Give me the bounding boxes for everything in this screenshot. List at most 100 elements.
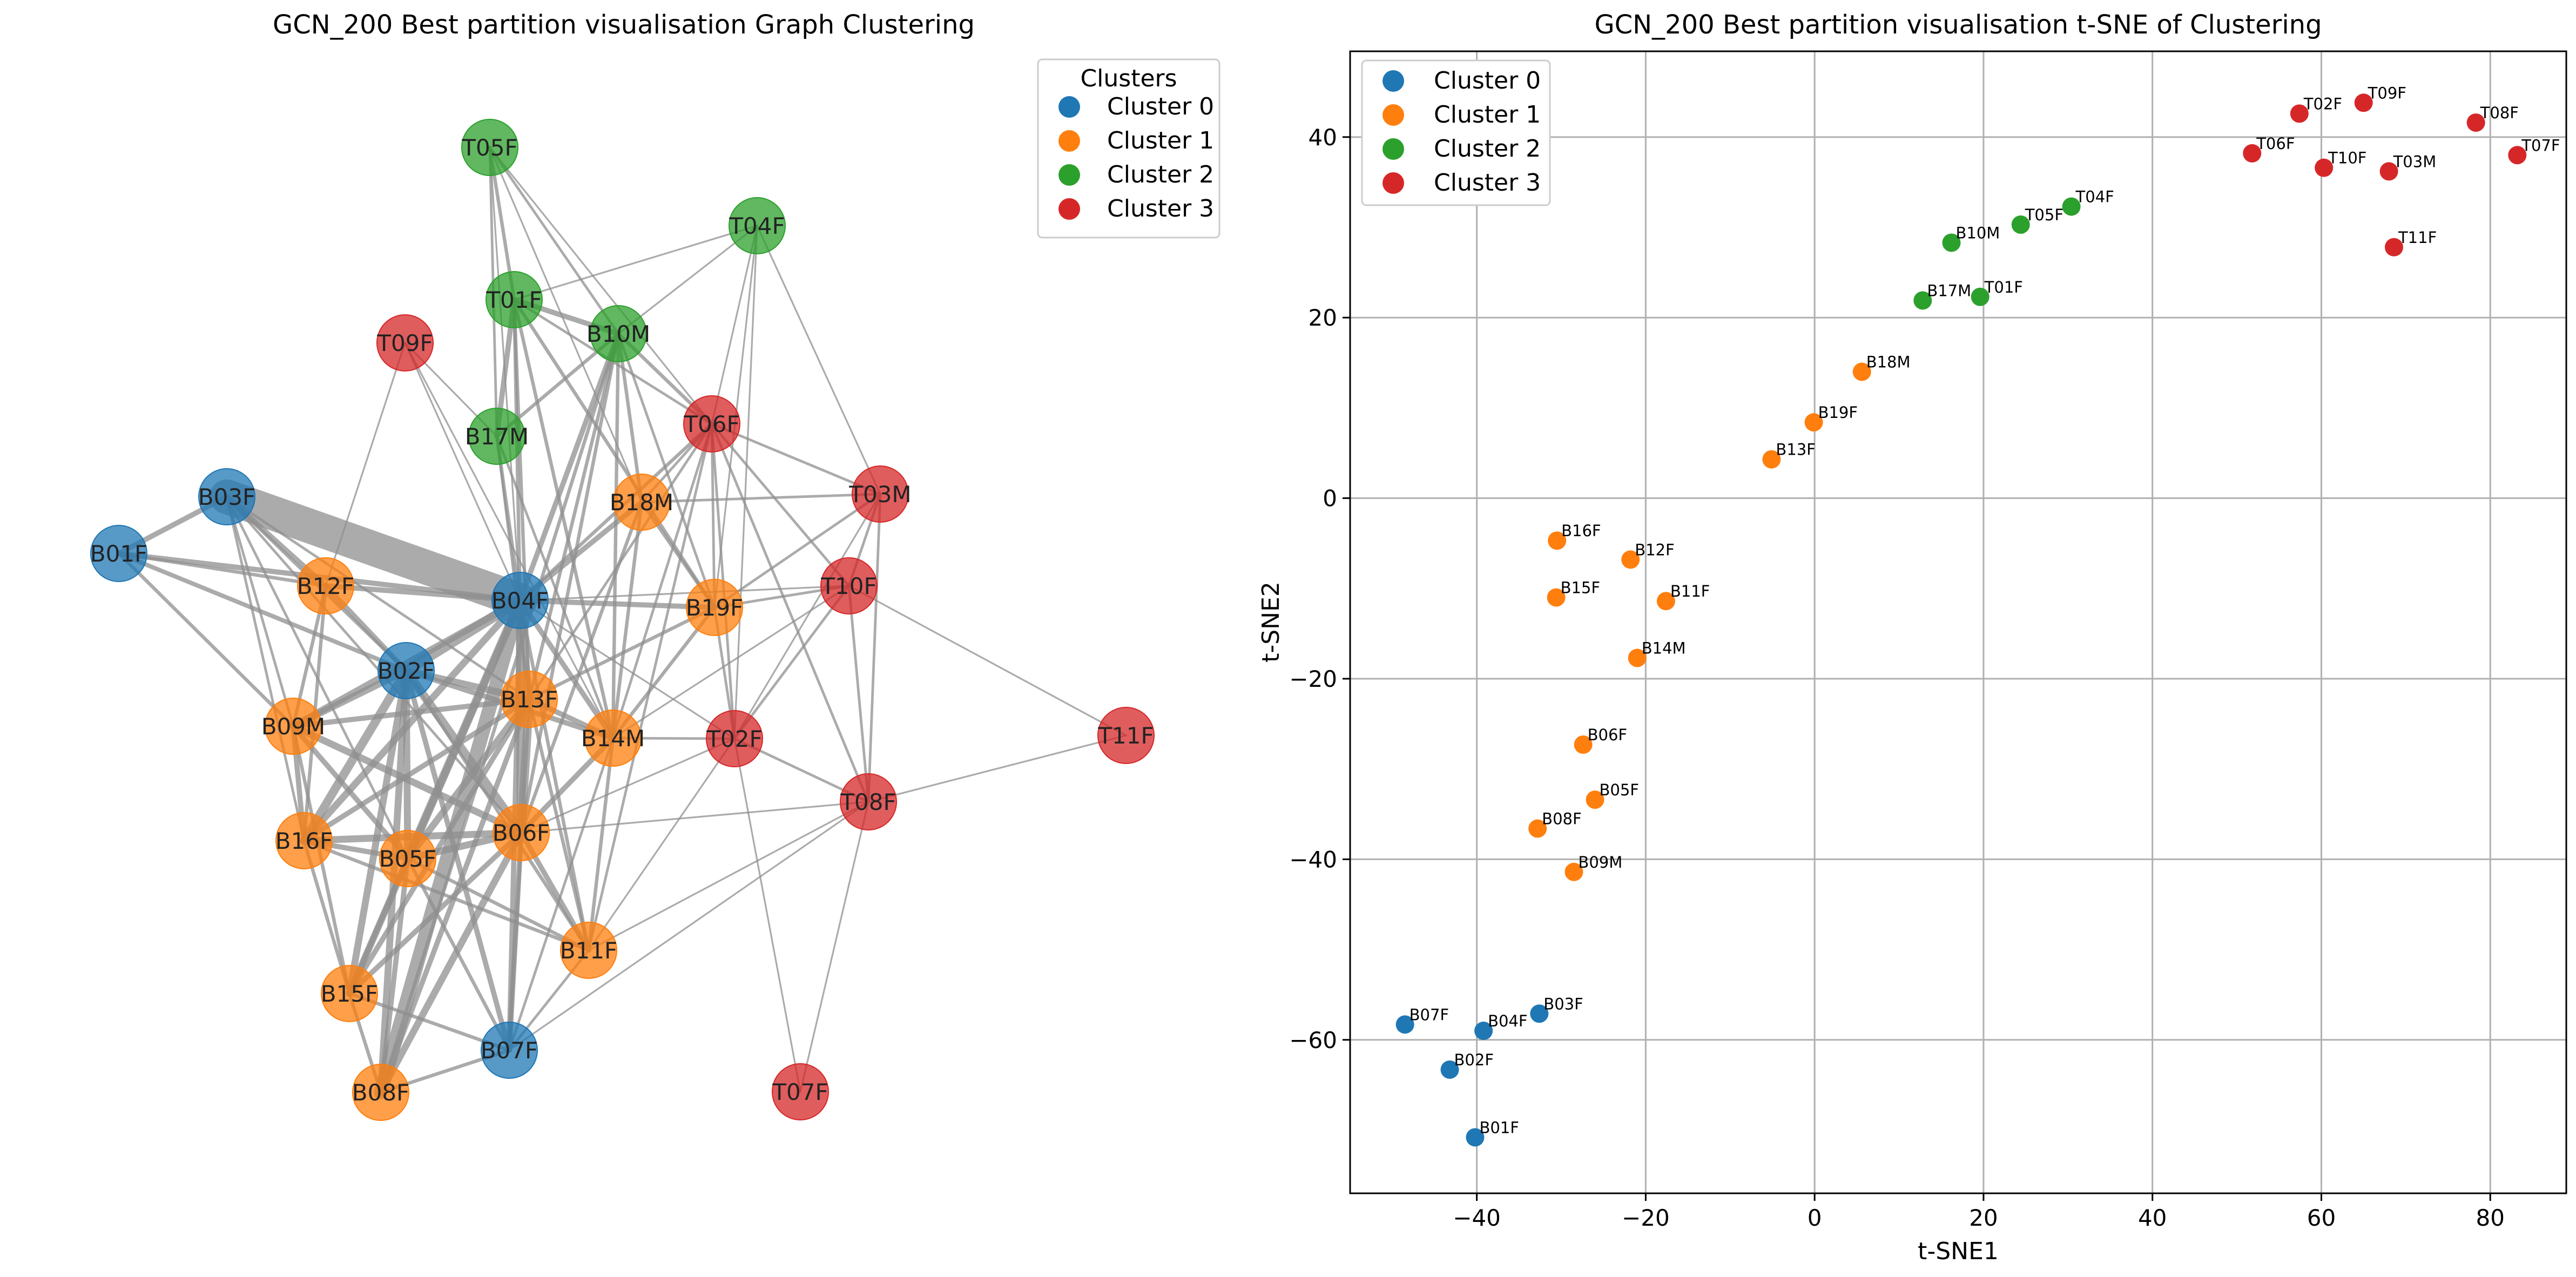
tsne-legend-marker-3 — [1383, 172, 1404, 194]
graph-edge-B04F-B11F — [518, 598, 591, 952]
graph-node-label: B11F — [560, 937, 617, 964]
graph-node-B03F: B03F — [198, 468, 255, 525]
graph-edge-B05F-B09M — [291, 724, 410, 861]
graph-node-B16F: B16F — [275, 812, 333, 869]
graph-edge-T09F-B14M — [404, 342, 614, 739]
tsne-point-B10M: B10M — [1942, 224, 2000, 252]
graph-edge-B13F-B16F — [301, 697, 532, 843]
graph-edge-T08F-B11F — [588, 801, 869, 951]
graph-node-B07F: B07F — [481, 1022, 538, 1079]
graph-edge-T10F-B14M — [612, 585, 850, 739]
tsne-xtick-label: 80 — [2476, 1205, 2505, 1231]
tsne-point-B17M: B17M — [1913, 281, 1971, 310]
graph-node-T07F: T07F — [772, 1063, 829, 1120]
graph-node-label: B15F — [321, 981, 378, 1007]
graph-edge-T06F-T10F — [710, 422, 851, 587]
tsne-point-T10F: T10F — [2315, 149, 2366, 177]
tsne-point-label: T08F — [2480, 104, 2519, 122]
graph-edge-T06F-B13F — [528, 422, 713, 701]
tsne-point-marker — [1621, 550, 1640, 569]
tsne-point-label: B10M — [1955, 224, 2000, 242]
graph-node-B09M: B09M — [261, 698, 325, 755]
tsne-point-marker — [1530, 1004, 1549, 1023]
tsne-point-label: B17M — [1927, 281, 1971, 300]
tsne-point-label: B19F — [1818, 403, 1858, 422]
graph-edge-B11F-B13F — [527, 697, 591, 952]
graph-node-T04F: T04F — [729, 197, 786, 254]
tsne-point-label: B15F — [1561, 579, 1600, 597]
tsne-point-T08F: T08F — [2466, 104, 2519, 132]
tsne-point-marker — [1395, 1015, 1414, 1034]
graph-node-circle — [613, 474, 670, 531]
graph-edge-B14M-B11F — [586, 736, 615, 952]
tsne-point-marker — [1466, 1128, 1485, 1147]
tsne-legend-label-0: Cluster 0 — [1434, 67, 1541, 94]
graph-node-circle — [485, 271, 543, 328]
graph-node-T02F: T02F — [706, 710, 763, 767]
tsne-point-B02F: B02F — [1440, 1051, 1494, 1079]
graph-edge-T03M-T02F — [733, 493, 881, 740]
graph-edge-B10M-B13F — [527, 332, 621, 701]
tsne-point-marker — [1762, 450, 1781, 469]
tsne-legend-box — [1361, 59, 1551, 206]
graph-edge-B10M-B19F — [617, 332, 716, 609]
graph-edge-T10F-T02F — [733, 584, 851, 740]
graph-edge-T01F-B14M — [512, 298, 615, 740]
tsne-point-T11F: T11F — [2384, 228, 2437, 256]
tsne-point-marker — [1574, 735, 1593, 754]
graph-edge-B14M-B18M — [611, 500, 644, 740]
graph-node-B13F: B13F — [501, 671, 558, 728]
graph-node-T06F: T06F — [683, 395, 740, 452]
graph-edge-T05F-T06F — [489, 146, 713, 425]
graph-node-label: T07F — [772, 1079, 828, 1105]
graph-edge-B02F-B07F — [403, 668, 512, 1053]
graph-legend-title: Clusters — [1080, 65, 1177, 92]
tsne-ytick-label: −60 — [1289, 1027, 1337, 1053]
tsne-point-T05F: T05F — [2011, 206, 2064, 234]
graph-node-B14M: B14M — [581, 710, 645, 767]
tsne-point-marker — [1852, 362, 1871, 381]
graph-node-label: B18M — [610, 489, 674, 516]
tsne-ytick-label: 40 — [1309, 124, 1337, 151]
tsne-point-marker — [1440, 1060, 1459, 1079]
tsne-ytick-label: −40 — [1289, 846, 1337, 873]
tsne-point-T06F: T06F — [2243, 134, 2295, 163]
graph-node-circle — [1097, 707, 1155, 764]
graph-node-B06F: B06F — [493, 804, 550, 861]
graph-edge-T04F-T02F — [733, 225, 758, 740]
tsne-point-marker — [2384, 238, 2403, 256]
graph-edge-B01F-B02F — [117, 551, 408, 673]
graph-title: GCN_200 Best partition visualisation Gra… — [273, 10, 975, 40]
tsne-xtick-label: −20 — [1622, 1205, 1670, 1231]
graph-edge-B19F-T06F — [710, 422, 716, 609]
tsne-point-B01F: B01F — [1466, 1118, 1519, 1147]
graph-legend-items: Cluster 0 Cluster 1 Cluster 2 Cluster 3 — [1058, 93, 1214, 222]
tsne-points: B07F B04F B03F B02F B01F B16F B12F B15F B11F B14M… — [1395, 84, 2560, 1147]
tsne-point-B16F: B16F — [1548, 522, 1601, 550]
tsne-point-marker — [2290, 104, 2309, 123]
graph-node-B11F: B11F — [560, 922, 617, 979]
tsne-point-label: B12F — [1635, 540, 1674, 559]
graph-node-circle — [321, 965, 378, 1022]
tsne-point-B18M: B18M — [1852, 353, 1911, 381]
tsne-point-label: B18M — [1866, 353, 1911, 371]
graph-node-circle — [493, 804, 550, 861]
graph-legend-label-2: Cluster 2 — [1107, 161, 1214, 188]
graph-node-circle — [377, 642, 435, 699]
tsne-legend-label-1: Cluster 1 — [1434, 101, 1541, 129]
graph-node-label: T04F — [729, 213, 785, 239]
tsne-point-label: B06F — [1588, 726, 1627, 744]
tsne-ytick-label: −20 — [1289, 666, 1337, 692]
tsne-xlabel: t-SNE1 — [1918, 1238, 1999, 1265]
graph-node-circle — [461, 119, 518, 176]
graph-edge-B04F-T02F — [519, 599, 736, 740]
tsne-legend-marker-2 — [1383, 138, 1404, 160]
tsne-point-label: B09M — [1578, 853, 1622, 871]
graph-edge-T08F-B07F — [508, 801, 869, 1051]
graph-node-circle — [297, 557, 354, 614]
graph-node-label: T10F — [820, 573, 876, 599]
graph-edge-B02F-B15F — [346, 667, 410, 997]
tsne-point-marker — [1971, 287, 1990, 306]
tsne-point-marker — [2243, 144, 2262, 163]
